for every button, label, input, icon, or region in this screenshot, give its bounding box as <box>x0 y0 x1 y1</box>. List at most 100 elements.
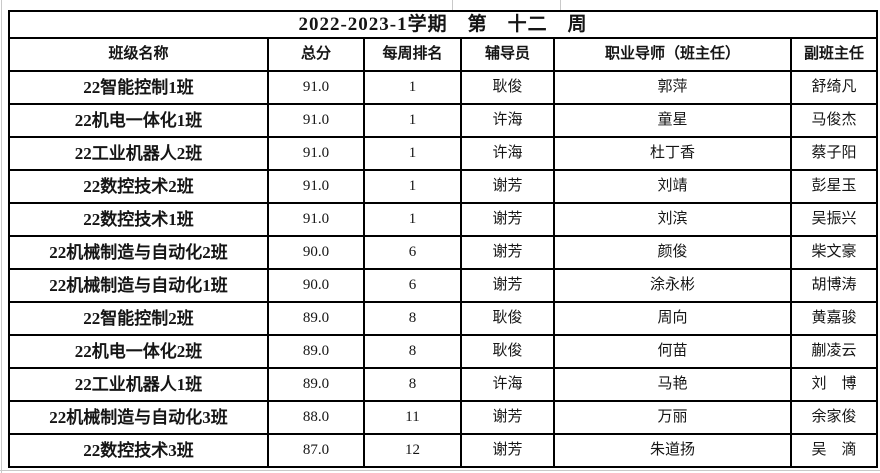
sheet-title: 2022-2023-1学期 第 十二 周 <box>7 10 879 39</box>
cell-counselor: 耿俊 <box>460 301 555 336</box>
cell-total-score: 88.0 <box>267 400 365 435</box>
cell-weekly-rank: 8 <box>363 367 462 402</box>
weekly-ranking-table: 2022-2023-1学期 第 十二 周 班级名称 总分 每周排名 辅导员 职业… <box>7 10 879 468</box>
cell-total-score: 87.0 <box>267 433 365 468</box>
cell-deputy-head-teacher: 马俊杰 <box>789 103 879 138</box>
cell-deputy-head-teacher: 黄嘉骏 <box>789 301 879 336</box>
cell-weekly-rank: 1 <box>363 103 462 138</box>
cell-weekly-rank: 1 <box>363 70 462 105</box>
cell-career-mentor: 涂永彬 <box>553 268 792 303</box>
cell-weekly-rank: 11 <box>363 400 462 435</box>
table-row: 22数控技术3班 87.0 12 谢芳 朱道扬吴 滴 <box>8 433 879 468</box>
cell-deputy-head-teacher: 刘 博 <box>789 367 879 402</box>
cell-total-score: 91.0 <box>267 136 365 171</box>
cell-total-score: 91.0 <box>267 202 365 237</box>
cell-total-score: 90.0 <box>267 235 365 270</box>
cell-class-name: 22机械制造与自动化2班 <box>8 235 269 270</box>
cell-career-mentor: 何苗 <box>553 334 792 369</box>
cell-weekly-rank: 8 <box>363 334 462 369</box>
margin-gridline <box>0 470 880 471</box>
table-row: 22智能控制2班 89.0 8 耿俊 周向 黄嘉骏 <box>8 301 879 336</box>
cell-career-mentor: 颜俊 <box>553 235 792 270</box>
cell-total-score: 89.0 <box>267 334 365 369</box>
cell-career-mentor: 刘滨 <box>553 202 792 237</box>
cell-class-name: 22机电一体化2班 <box>8 334 269 369</box>
column-header-counselor: 辅导员 <box>460 37 555 72</box>
cell-class-name: 22数控技术2班 <box>8 169 269 204</box>
cell-weekly-rank: 1 <box>363 136 462 171</box>
table-row: 22工业机器人2班 91.0 1 许海 杜丁香 蔡子阳 <box>8 136 879 171</box>
cell-counselor: 谢芳 <box>460 202 555 237</box>
cell-class-name: 22数控技术3班 <box>8 433 269 468</box>
cell-class-name: 22机械制造与自动化3班 <box>8 400 269 435</box>
table-row: 22智能控制1班 91.0 1 耿俊 郭萍 舒绮凡 <box>8 70 879 105</box>
column-header-class-name: 班级名称 <box>8 37 269 72</box>
cell-deputy-head-teacher: 蒯凌云 <box>789 334 879 369</box>
column-header-total-score: 总分 <box>267 37 365 72</box>
margin-gridline <box>1 0 2 473</box>
header-row: 班级名称 总分 每周排名 辅导员 职业导师（班主任） 副班主任 <box>8 37 879 72</box>
cell-deputy-head-teacher: 蔡子阳 <box>789 136 879 171</box>
cell-class-name: 22智能控制1班 <box>8 70 269 105</box>
cell-deputy-head-teacher: 胡博涛 <box>789 268 879 303</box>
table-row: 22机电一体化1班 91.0 1 许海 童星 马俊杰 <box>8 103 879 138</box>
cell-career-mentor: 刘靖 <box>553 169 792 204</box>
column-header-career-mentor: 职业导师（班主任） <box>553 37 792 72</box>
cell-total-score: 91.0 <box>267 103 365 138</box>
cell-deputy-head-teacher: 舒绮凡 <box>789 70 879 105</box>
cell-career-mentor: 万丽 <box>553 400 792 435</box>
column-header-deputy-head-teacher: 副班主任 <box>789 37 879 72</box>
cell-career-mentor: 马艳 <box>553 367 792 402</box>
cell-counselor: 许海 <box>460 367 555 402</box>
cell-total-score: 89.0 <box>267 301 365 336</box>
cell-career-mentor: 杜丁香 <box>553 136 792 171</box>
cell-weekly-rank: 6 <box>363 235 462 270</box>
cell-weekly-rank: 8 <box>363 301 462 336</box>
cell-deputy-head-teacher: 吴振兴 <box>789 202 879 237</box>
cell-weekly-rank: 1 <box>363 169 462 204</box>
ranking-sheet: 2022-2023-1学期 第 十二 周 班级名称 总分 每周排名 辅导员 职业… <box>7 10 879 468</box>
table-row: 22机械制造与自动化2班 90.0 6 谢芳 颜俊 柴文豪 <box>8 235 879 270</box>
cell-counselor: 谢芳 <box>460 235 555 270</box>
table-row: 22数控技术1班 91.0 1 谢芳 刘滨 吴振兴 <box>8 202 879 237</box>
cell-total-score: 89.0 <box>267 367 365 402</box>
cell-total-score: 91.0 <box>267 169 365 204</box>
cell-counselor: 谢芳 <box>460 268 555 303</box>
cell-counselor: 耿俊 <box>460 70 555 105</box>
cell-weekly-rank: 12 <box>363 433 462 468</box>
table-row: 22数控技术2班 91.0 1 谢芳 刘靖 彭星玉 <box>8 169 879 204</box>
cell-total-score: 90.0 <box>267 268 365 303</box>
table-row: 22机械制造与自动化1班 90.0 6 谢芳 涂永彬 胡博涛 <box>8 268 879 303</box>
cell-class-name: 22智能控制2班 <box>8 301 269 336</box>
margin-gridline <box>452 0 453 10</box>
cell-class-name: 22数控技术1班 <box>8 202 269 237</box>
cell-counselor: 许海 <box>460 103 555 138</box>
cell-class-name: 22机电一体化1班 <box>8 103 269 138</box>
column-header-weekly-rank: 每周排名 <box>363 37 462 72</box>
margin-gridline <box>560 0 561 10</box>
cell-weekly-rank: 6 <box>363 268 462 303</box>
cell-counselor: 耿俊 <box>460 334 555 369</box>
cell-deputy-head-teacher: 吴 滴 <box>789 433 879 468</box>
cell-deputy-head-teacher: 余家俊 <box>789 400 879 435</box>
cell-counselor: 谢芳 <box>460 433 555 468</box>
table-row: 22机械制造与自动化3班 88.0 11 谢芳 万丽 余家俊 <box>8 400 879 435</box>
cell-class-name: 22工业机器人1班 <box>8 367 269 402</box>
cell-career-mentor: 周向 <box>553 301 792 336</box>
cell-counselor: 许海 <box>460 136 555 171</box>
cell-career-mentor: 朱道扬 <box>553 433 792 468</box>
cell-counselor: 谢芳 <box>460 400 555 435</box>
table-row: 22机电一体化2班 89.0 8 耿俊 何苗 蒯凌云 <box>8 334 879 369</box>
cell-career-mentor: 郭萍 <box>553 70 792 105</box>
cell-counselor: 谢芳 <box>460 169 555 204</box>
cell-career-mentor: 童星 <box>553 103 792 138</box>
table-row: 22工业机器人1班 89.0 8 许海 马艳刘 博 <box>8 367 879 402</box>
table-body: 22智能控制1班 91.0 1 耿俊 郭萍 舒绮凡 22机电一体化1班 91.0 1 许海 童星 马俊… <box>8 70 879 468</box>
cell-class-name: 22机械制造与自动化1班 <box>8 268 269 303</box>
cell-class-name: 22工业机器人2班 <box>8 136 269 171</box>
cell-deputy-head-teacher: 彭星玉 <box>789 169 879 204</box>
cell-total-score: 91.0 <box>267 70 365 105</box>
title-row: 2022-2023-1学期 第 十二 周 <box>7 10 879 39</box>
cell-deputy-head-teacher: 柴文豪 <box>789 235 879 270</box>
